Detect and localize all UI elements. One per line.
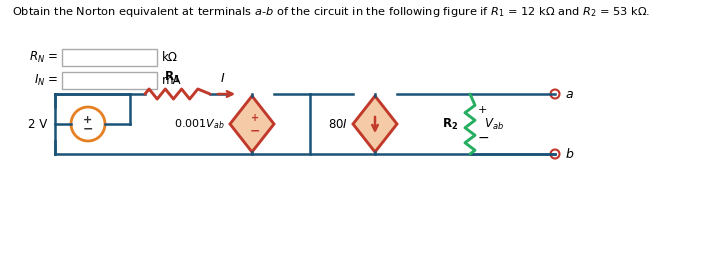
Text: +: + xyxy=(478,105,487,115)
Text: Obtain the Norton equivalent at terminals $a$-$b$ of the circuit in the followin: Obtain the Norton equivalent at terminal… xyxy=(12,5,651,19)
Text: $a$: $a$ xyxy=(565,87,574,101)
Text: $0.001V_{ab}$: $0.001V_{ab}$ xyxy=(174,117,225,131)
Text: −: − xyxy=(250,124,260,137)
Text: +: + xyxy=(84,115,92,125)
Text: 80$I$: 80$I$ xyxy=(328,118,348,131)
Text: $I$: $I$ xyxy=(220,72,225,85)
Text: −: − xyxy=(83,122,93,135)
Text: $V_{ab}$: $V_{ab}$ xyxy=(484,116,504,132)
Text: 2 V: 2 V xyxy=(28,118,47,131)
FancyBboxPatch shape xyxy=(62,72,157,89)
Text: mA: mA xyxy=(162,74,182,87)
Text: $\bf{R_2}$: $\bf{R_2}$ xyxy=(442,116,458,132)
Text: −: − xyxy=(478,131,489,145)
Text: kΩ: kΩ xyxy=(162,51,178,64)
Polygon shape xyxy=(353,96,397,152)
Text: +: + xyxy=(251,113,259,123)
Text: $b$: $b$ xyxy=(565,147,574,161)
Text: $R_N$ =: $R_N$ = xyxy=(29,50,58,65)
Text: $\bf{R_1}$: $\bf{R_1}$ xyxy=(164,70,181,85)
Polygon shape xyxy=(230,96,274,152)
FancyBboxPatch shape xyxy=(62,49,157,66)
Text: $I_N$ =: $I_N$ = xyxy=(33,73,58,88)
